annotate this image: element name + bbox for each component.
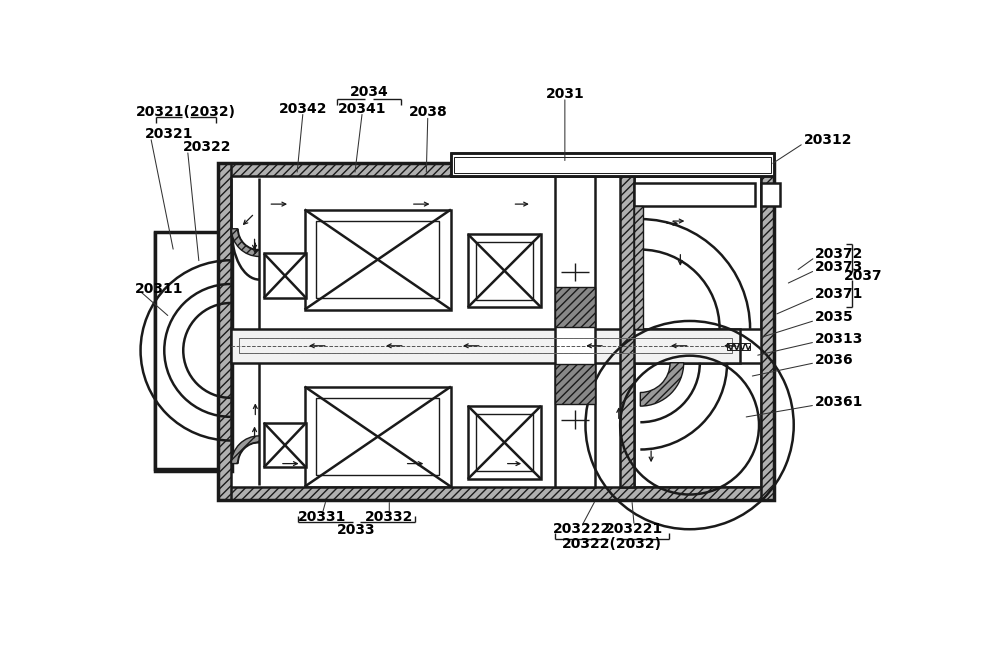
Bar [634,363,761,487]
Text: 20332: 20332 [365,510,413,524]
Bar [555,176,595,487]
Wedge shape [231,229,259,257]
Text: 2035: 2035 [815,310,854,324]
Bar [620,176,634,487]
Bar [476,242,533,299]
Bar [305,386,451,487]
Text: 20361: 20361 [815,395,863,409]
Bar [231,176,761,487]
Text: 20373: 20373 [815,260,863,274]
Wedge shape [231,436,259,464]
Bar [451,153,774,176]
Bar [555,364,595,404]
Bar [231,329,740,363]
Bar [468,406,541,479]
Bar [634,176,761,329]
Bar [218,163,774,500]
Bar [761,183,780,206]
Text: 20341: 20341 [338,102,387,116]
Text: 2033: 2033 [337,523,376,537]
Bar [155,233,232,472]
Bar [218,487,774,500]
Wedge shape [640,363,684,406]
Bar [454,157,771,172]
Text: 2037: 2037 [844,269,882,283]
Text: 203222: 203222 [553,522,611,536]
Text: 20322: 20322 [183,140,231,154]
Text: 20372: 20372 [815,247,863,261]
Bar [476,413,533,472]
Text: 203221: 203221 [605,522,663,536]
Text: 20371: 20371 [815,287,863,301]
Text: 20342: 20342 [279,102,327,116]
Bar [305,210,451,310]
Bar [634,206,643,329]
Bar [727,343,750,350]
Bar [468,234,541,307]
Bar [316,221,439,298]
Text: 2034: 2034 [350,85,388,100]
Bar [555,288,595,328]
Text: 20321(2032): 20321(2032) [136,105,236,119]
Text: 2038: 2038 [408,105,447,119]
Bar [264,422,306,468]
Bar [761,163,774,500]
Text: 20313: 20313 [815,332,863,346]
Bar [264,253,306,298]
Bar [316,398,439,475]
Text: 2031: 2031 [545,87,584,101]
Text: 20322(2032): 20322(2032) [562,538,662,552]
Bar [155,232,231,469]
Text: 20331: 20331 [298,510,346,524]
Bar [634,183,755,206]
Text: 2036: 2036 [815,352,854,367]
Text: 20312: 20312 [804,133,852,147]
Bar [239,338,732,354]
Bar [218,163,231,500]
Bar [451,153,774,176]
Text: 20311: 20311 [135,282,184,296]
Bar [451,153,774,176]
Text: 20321: 20321 [144,127,193,141]
Bar [218,163,774,176]
